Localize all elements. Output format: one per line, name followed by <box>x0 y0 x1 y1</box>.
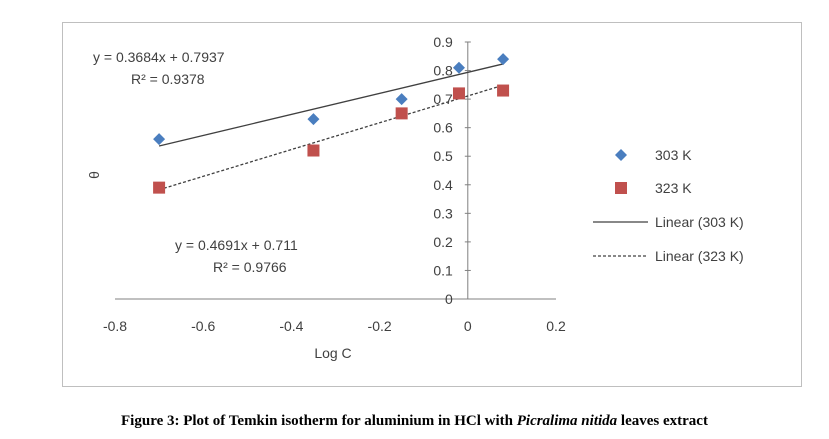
y-tick-label-9: 0.9 <box>433 34 453 50</box>
x-tick-label-5: 0.2 <box>546 318 566 334</box>
legend-label-303k: 303 K <box>655 147 692 163</box>
legend-marker-323k <box>615 182 627 194</box>
y-tick-label-6: 0.6 <box>433 120 453 136</box>
temkin-isotherm-chart: -0.8 -0.6 -0.4 -0.2 0 0.2 0 0.1 0.2 0.3 0.4 0.5 0.6 0… <box>86 34 744 361</box>
data-point-303k-3 <box>452 61 465 74</box>
y-tick-label-1: 0.1 <box>433 262 453 278</box>
figure-caption: Figure 3: Plot of Temkin isotherm for al… <box>0 413 829 430</box>
x-tick-label-1: -0.6 <box>191 318 215 334</box>
caption-suffix: leaves extract <box>617 413 708 429</box>
caption-prefix: Figure 3: Plot of Temkin isotherm for al… <box>121 413 517 429</box>
y-tick-label-5: 0.5 <box>433 148 453 164</box>
legend-label-linear-323k: Linear (323 K) <box>655 248 744 264</box>
y-tick-label-2: 0.2 <box>433 234 453 250</box>
x-tick-label-0: -0.8 <box>103 318 127 334</box>
legend-marker-303k <box>615 149 627 161</box>
caption-species: Picralima nitida <box>516 413 618 429</box>
data-point-323k-4 <box>497 84 510 97</box>
trendline-303k <box>158 63 504 147</box>
data-point-303k-0 <box>153 133 166 146</box>
y-tick-label-0: 0 <box>445 291 453 307</box>
data-point-323k-1 <box>307 144 320 157</box>
data-point-303k-4 <box>497 53 510 66</box>
y-tick-label-4: 0.4 <box>433 177 453 193</box>
chart-area: -0.8 -0.6 -0.4 -0.2 0 0.2 0 0.1 0.2 0.3 0.4 0.5 0.6 0… <box>62 22 802 387</box>
trendline-323k <box>158 84 504 191</box>
x-axis-title: Log C <box>314 345 351 361</box>
legend-label-323k: 323 K <box>655 180 692 196</box>
data-point-323k-0 <box>153 181 166 194</box>
x-tick-label-4: 0 <box>464 318 472 334</box>
x-tick-label-3: -0.2 <box>368 318 392 334</box>
data-point-323k-2 <box>395 107 408 120</box>
y-tick-label-8: 0.8 <box>433 63 453 79</box>
trend-r2-303k: R² = 0.9378 <box>131 71 205 87</box>
data-point-303k-2 <box>395 93 408 106</box>
legend-label-linear-303k: Linear (303 K) <box>655 214 744 230</box>
trend-equation-323k: y = 0.4691x + 0.711 <box>175 237 298 253</box>
data-point-303k-1 <box>307 113 320 126</box>
data-point-323k-3 <box>452 87 465 100</box>
trend-equation-303k: y = 0.3684x + 0.7937 <box>93 49 225 65</box>
y-tick-label-3: 0.3 <box>433 205 453 221</box>
y-axis-title: θ <box>86 171 102 179</box>
x-tick-label-2: -0.4 <box>279 318 303 334</box>
y-tick-label-7: 0.7 <box>433 91 453 107</box>
trend-r2-323k: R² = 0.9766 <box>213 259 287 275</box>
